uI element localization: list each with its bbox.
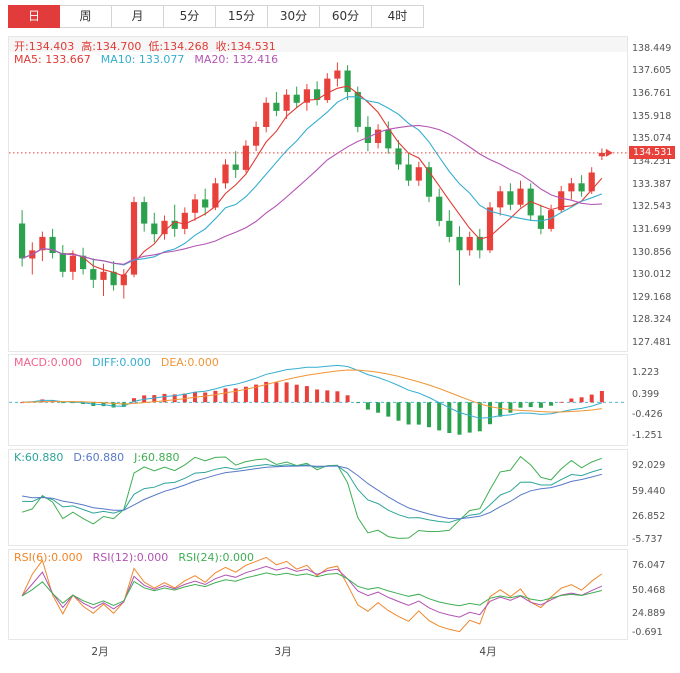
rsi6-value: RSI(6):0.000 [14,551,83,564]
ohlc-legend: 开:134.403 高:134.700 低:134.268 收:134.531 [14,38,276,54]
y-axis-label: 92.029 [632,460,666,472]
y-axis-label: 127.481 [632,337,672,349]
y-axis-label: 137.605 [632,65,672,77]
y-axis-label: 128.324 [632,314,672,326]
toolbar-tab-60min[interactable]: 60分 [320,5,372,28]
toolbar-tab-month[interactable]: 月 [112,5,164,28]
y-axis-label: 26.852 [632,510,666,522]
y-axis-label: 24.889 [632,607,666,619]
y-axis-label: -0.691 [632,626,663,638]
y-axis-label: 135.918 [632,110,672,122]
y-axis-label: 138.449 [632,42,672,54]
kdj-legend: K:60.880 D:60.880 J:60.880 [14,451,180,464]
macd-panel: MACD:0.000 DIFF:0.000 DEA:0.000 [8,354,628,446]
y-axis-label: 131.699 [632,223,672,235]
d-value: D:60.880 [73,451,125,464]
y-axis-label: 59.440 [632,485,666,497]
candlestick-chart[interactable] [9,37,627,351]
kdj-panel: K:60.880 D:60.880 J:60.880 [8,449,628,546]
kdj-chart[interactable] [9,450,627,545]
current-price-badge: 134.531 [629,145,676,160]
ma5-value: MA5: 133.667 [14,53,91,66]
macd-legend: MACD:0.000 DIFF:0.000 DEA:0.000 [14,356,219,369]
y-axis-label: -1.251 [632,429,663,441]
ma20-value: MA20: 132.416 [194,53,279,66]
y-axis-label: 130.012 [632,269,672,281]
y-axis-label: 133.387 [632,178,672,190]
ma10-value: MA10: 133.077 [100,53,185,66]
rsi-legend: RSI(6):0.000 RSI(12):0.000 RSI(24):0.000 [14,551,254,564]
x-axis-label: 4月 [479,646,497,658]
y-axis-label: 1.223 [632,367,660,379]
rsi12-value: RSI(12):0.000 [92,551,169,564]
y-axis-label: 129.168 [632,291,672,303]
y-axis-label: 50.468 [632,584,666,596]
macd-chart[interactable] [9,355,627,445]
macd-value: MACD:0.000 [14,356,83,369]
toolbar-tab-5min[interactable]: 5分 [164,5,216,28]
dea-value: DEA:0.000 [160,356,219,369]
y-axis-label: 76.047 [632,560,666,572]
k-value: K:60.880 [14,451,64,464]
y-axis-label: 135.074 [632,133,672,145]
y-axis-label: 0.399 [632,388,660,400]
diff-value: DIFF:0.000 [92,356,151,369]
ohlc-strip [9,37,627,52]
y-axis-label: 130.856 [632,246,672,258]
price-chart-panel: 开:134.403 高:134.700 低:134.268 收:134.531 … [8,36,628,352]
high-value: 高:134.700 [81,40,142,53]
time-axis: 2月 3月 4月 [0,644,680,662]
x-axis-label: 3月 [274,646,292,658]
y-axis-label: 132.543 [632,201,672,213]
open-value: 开:134.403 [14,40,75,53]
toolbar-tab-day[interactable]: 日 [8,5,60,28]
toolbar-tab-15min[interactable]: 15分 [216,5,268,28]
close-value: 收:134.531 [215,40,276,53]
rsi-chart[interactable] [9,550,627,639]
y-axis-label: 136.761 [632,88,672,100]
y-axis-label: -0.426 [632,408,663,420]
timeframe-toolbar: 日周月 5分 15分 30分 60分 4时 [8,5,424,28]
ma-legend: MA5: 133.667 MA10: 133.077 MA20: 132.416 [14,53,278,66]
rsi-panel: RSI(6):0.000 RSI(12):0.000 RSI(24):0.000 [8,549,628,640]
y-axis-label: -5.737 [632,534,663,546]
toolbar-tab-4hour[interactable]: 4时 [372,5,424,28]
toolbar-tab-30min[interactable]: 30分 [268,5,320,28]
toolbar-tab-week[interactable]: 周 [60,5,112,28]
j-value: J:60.880 [134,451,180,464]
rsi24-value: RSI(24):0.000 [178,551,254,564]
x-axis-label: 2月 [91,646,109,658]
low-value: 低:134.268 [148,40,209,53]
